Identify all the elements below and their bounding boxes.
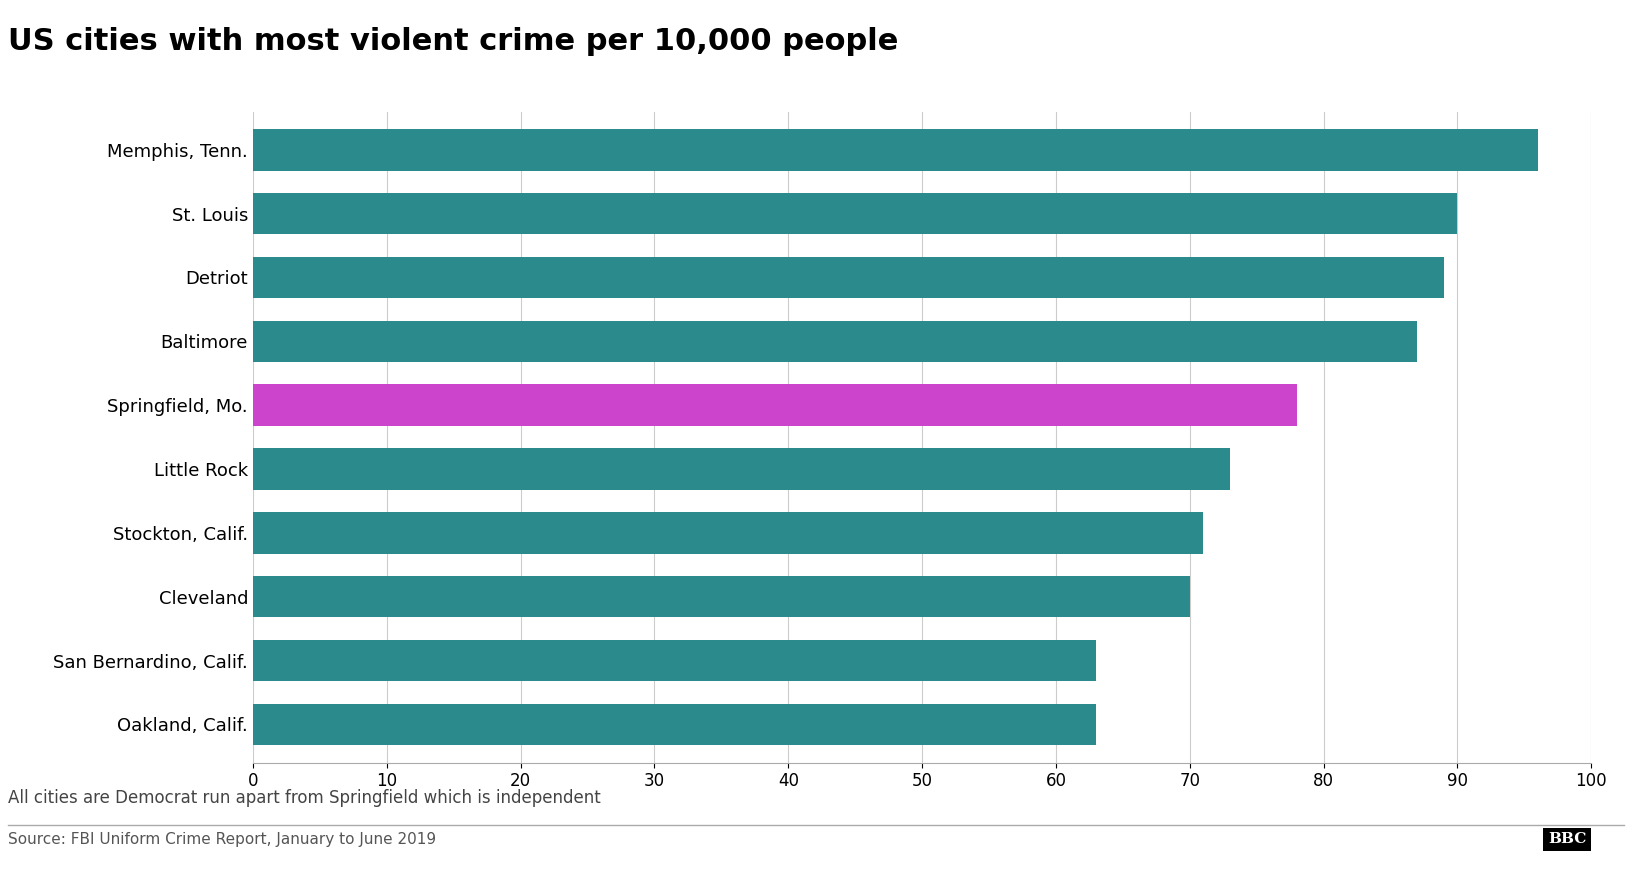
Text: All cities are Democrat run apart from Springfield which is independent: All cities are Democrat run apart from S… — [8, 789, 601, 807]
Bar — [253, 640, 1097, 681]
Bar — [253, 512, 1203, 554]
Bar — [253, 384, 1297, 425]
Bar — [253, 129, 1537, 170]
Bar — [253, 449, 1231, 490]
Text: BBC: BBC — [1547, 832, 1586, 847]
Text: US cities with most violent crime per 10,000 people: US cities with most violent crime per 10… — [8, 27, 899, 56]
Bar — [253, 320, 1417, 362]
Bar — [253, 576, 1190, 617]
Text: Source: FBI Uniform Crime Report, January to June 2019: Source: FBI Uniform Crime Report, Januar… — [8, 832, 436, 847]
Bar — [253, 257, 1444, 298]
Bar — [253, 193, 1457, 235]
Bar — [253, 704, 1097, 745]
